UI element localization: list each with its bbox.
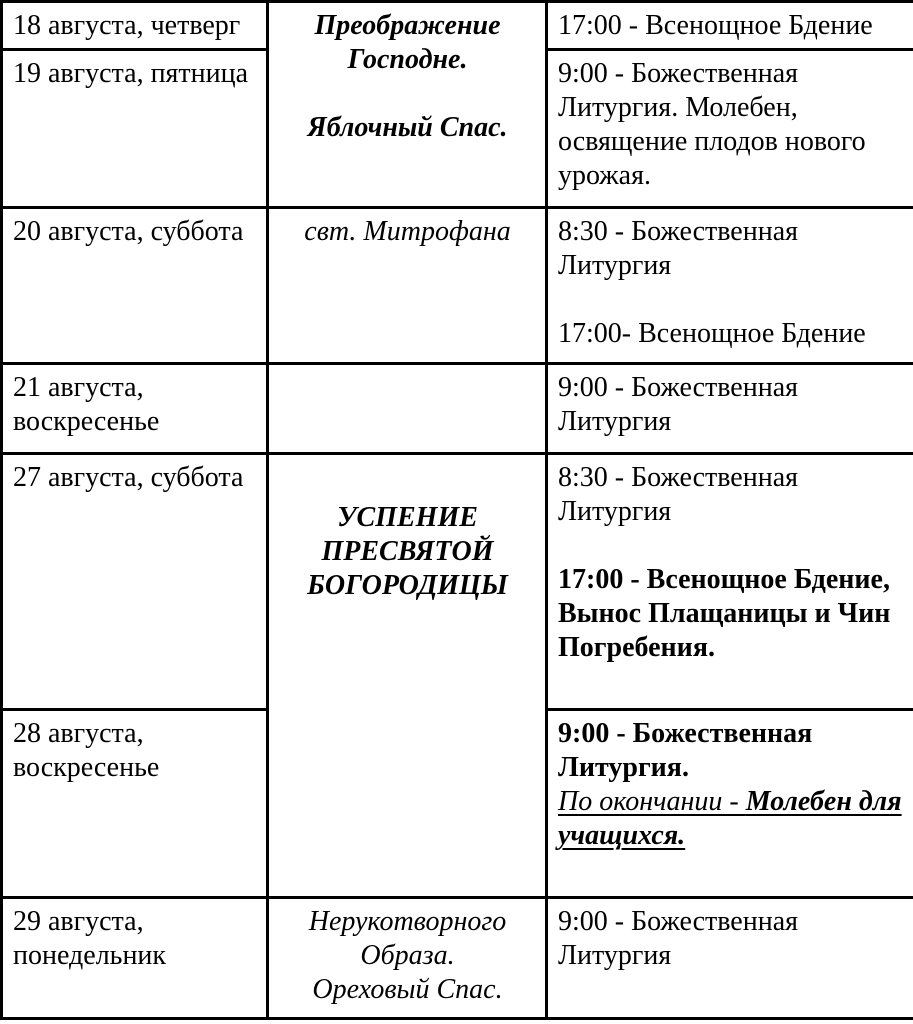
- service-line: 8:30 - Божественная Литургия: [558, 462, 799, 528]
- table-row: 27 августа, суббота УСПЕНИЕ ПРЕСВЯТОЙ БО…: [0, 452, 913, 900]
- services-cell: 9:00 - Божественная Литургия: [545, 361, 913, 456]
- table-row: 29 августа, понедельник Нерукотворного О…: [0, 896, 913, 1020]
- date-cell: 27 августа, суббота: [0, 452, 269, 712]
- date-cell: 19 августа, пятница: [0, 48, 269, 209]
- date-cell: 28 августа, воскресенье: [0, 708, 269, 900]
- services-cell: 9:00 - Божественная Литургия. Молебен, о…: [545, 48, 913, 209]
- date-text: 19 августа, пятница: [13, 58, 249, 90]
- feast-line: Нерукотворного Образа.: [308, 906, 507, 972]
- service-line: 9:00 - Божественная Литургия: [558, 371, 799, 437]
- services-cell: 9:00 - Божественная Литургия. По окончан…: [545, 708, 913, 900]
- services-cell: 17:00 - Всенощное Бдение: [545, 0, 913, 52]
- date-text: 21 августа, воскресенье: [13, 371, 160, 437]
- date-cell: 20 августа, суббота: [0, 206, 269, 365]
- date-cell: 29 августа, понедельник: [0, 896, 269, 1020]
- date-text: 18 августа, четверг: [13, 10, 241, 41]
- table-row: 20 августа, суббота свт. Митрофана 8:30 …: [0, 206, 913, 365]
- service-line: 9:00 - Божественная Литургия: [558, 906, 799, 972]
- service-note-emphasis: Молебен для учащихся.: [558, 786, 902, 852]
- feast-line: Ореховый Спас.: [312, 974, 503, 1006]
- service-line: 8:30 - Божественная Литургия: [558, 216, 799, 281]
- feast-cell-empty: [266, 361, 548, 456]
- date-text: 29 августа, понедельник: [13, 906, 167, 972]
- feast-line: УСПЕНИЕ ПРЕСВЯТОЙ БОГОРОДИЦЫ: [307, 502, 508, 602]
- table-row: 19 августа, пятница 9:00 - Божественная …: [0, 48, 913, 209]
- services-cell: 8:30 - Божественная Литургия 17:00 - Все…: [545, 452, 913, 712]
- service-line: 17:00 - Всенощное Бдение: [558, 10, 873, 41]
- date-text: 27 августа, суббота: [13, 462, 244, 494]
- feast-cell-transfiguration: Преображение Господне. Яблочный Спас.: [266, 0, 548, 209]
- service-line: 17:00 - Всенощное Бдение, Вынос Плащаниц…: [558, 564, 891, 664]
- service-line: 17:00- Всенощное Бдение: [558, 318, 866, 349]
- feast-line: Яблочный Спас.: [307, 112, 508, 143]
- service-line: 9:00 - Божественная Литургия. Молебен, о…: [558, 58, 866, 192]
- feast-line: Преображение Господне.: [314, 10, 501, 75]
- services-cell: 8:30 - Божественная Литургия 17:00- Всен…: [545, 206, 913, 365]
- services-cell: 9:00 - Божественная Литургия: [545, 896, 913, 1020]
- service-note-lead: По окончании -: [558, 786, 746, 818]
- service-line: 9:00 - Божественная Литургия.: [558, 718, 813, 784]
- table-row: 28 августа, воскресенье 9:00 - Божествен…: [0, 708, 913, 900]
- feast-cell-dormition: УСПЕНИЕ ПРЕСВЯТОЙ БОГОРОДИЦЫ: [266, 452, 548, 900]
- table-row: 18 августа, четверг Преображение Господн…: [0, 0, 913, 209]
- date-text: 20 августа, суббота: [13, 216, 244, 247]
- date-cell: 18 августа, четверг: [0, 0, 269, 52]
- date-text: 28 августа, воскресенье: [13, 718, 160, 784]
- feast-cell-mitrofan: свт. Митрофана: [266, 206, 548, 365]
- feast-cell-image-not-made-by-hands: Нерукотворного Образа. Ореховый Спас.: [266, 896, 548, 1020]
- date-cell: 21 августа, воскресенье: [0, 361, 269, 456]
- table-row: 21 августа, воскресенье 9:00 - Божествен…: [0, 361, 913, 456]
- service-line: По окончании - Молебен для учащихся.: [558, 785, 904, 853]
- feast-line: свт. Митрофана: [304, 216, 511, 247]
